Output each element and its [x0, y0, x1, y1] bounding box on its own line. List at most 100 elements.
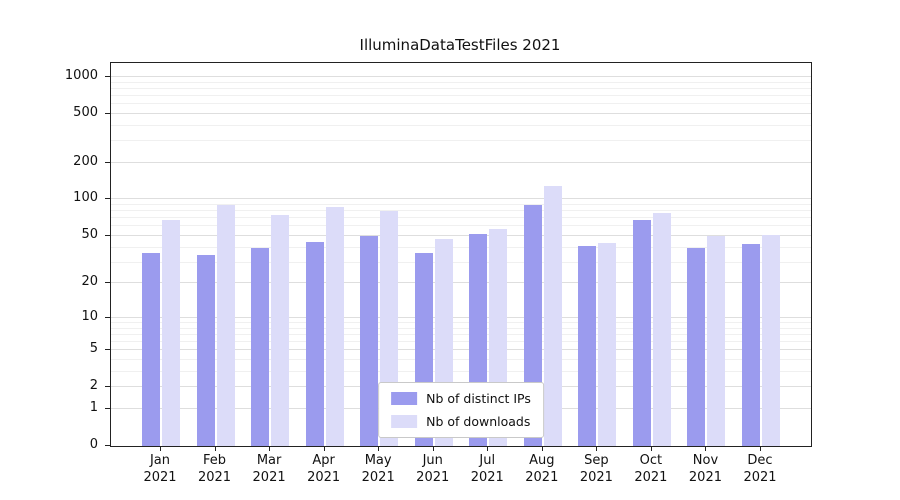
y-tick-mark	[105, 316, 110, 318]
minor-gridline	[111, 327, 811, 329]
x-tick-mark	[596, 446, 598, 451]
y-tick-label: 0	[89, 437, 98, 452]
x-tick-mark	[432, 446, 434, 451]
x-tick-label: Feb 2021	[197, 453, 232, 485]
x-tick-label: Oct 2021	[634, 453, 668, 485]
minor-gridline	[111, 225, 811, 227]
y-tick-mark	[105, 75, 110, 77]
y-tick-label: 200	[73, 153, 98, 169]
minor-gridline	[111, 322, 811, 323]
bar-distinct-ips	[360, 236, 379, 446]
x-tick-label: Jan 2021	[143, 453, 177, 485]
minor-gridline	[111, 87, 811, 89]
y-tick-label: 50	[81, 226, 98, 242]
legend: Nb of distinct IPs Nb of downloads	[378, 382, 544, 438]
major-gridline	[111, 112, 811, 114]
legend-item-downloads: Nb of downloads	[391, 414, 531, 429]
minor-gridline	[111, 246, 811, 248]
x-tick-label: Aug 2021	[525, 453, 559, 485]
x-tick-label: Apr 2021	[307, 453, 341, 485]
minor-gridline	[111, 359, 811, 361]
y-tick-mark	[105, 445, 110, 446]
x-tick-mark	[269, 446, 271, 451]
y-tick-label: 2	[89, 378, 98, 394]
major-gridline	[111, 198, 811, 200]
x-tick-mark	[160, 446, 161, 451]
bar-distinct-ips	[305, 241, 324, 446]
legend-swatch-distinct-ips	[391, 392, 418, 405]
minor-gridline	[111, 124, 811, 126]
minor-gridline	[111, 103, 811, 105]
bar-distinct-ips	[251, 247, 270, 446]
x-tick-mark	[650, 446, 652, 451]
bar-downloads	[216, 205, 235, 446]
minor-gridline	[111, 370, 811, 372]
bar-distinct-ips	[142, 253, 160, 446]
y-tick-label: 1000	[64, 67, 98, 83]
bar-downloads	[598, 242, 617, 446]
legend-label-downloads: Nb of downloads	[426, 414, 531, 429]
minor-gridline	[111, 261, 811, 263]
x-tick-label: Mar 2021	[252, 453, 286, 485]
minor-gridline	[111, 94, 811, 96]
y-tick-label: 5	[89, 341, 98, 357]
minor-gridline	[111, 81, 811, 83]
x-tick-mark	[487, 446, 489, 451]
minor-gridline	[111, 140, 811, 142]
x-tick-label: May 2021	[361, 453, 395, 485]
y-tick-mark	[105, 407, 110, 409]
bar-downloads	[271, 214, 290, 446]
major-gridline	[111, 234, 811, 236]
x-tick-mark	[214, 446, 216, 451]
bar-distinct-ips	[196, 254, 215, 446]
bar-downloads	[162, 219, 180, 446]
y-tick-label: 100	[73, 190, 98, 206]
x-tick-label: Nov 2021	[688, 453, 722, 485]
x-tick-mark	[760, 446, 761, 451]
x-tick-label: Jul 2021	[470, 453, 504, 485]
minor-gridline	[111, 217, 811, 219]
bar-distinct-ips	[578, 246, 597, 446]
y-tick-mark	[105, 112, 110, 114]
x-tick-mark	[541, 446, 543, 451]
bar-downloads	[325, 206, 344, 446]
x-tick-label: Sep 2021	[579, 453, 613, 485]
y-tick-mark	[105, 198, 110, 200]
plot-area: Nb of distinct IPs Nb of downloads	[110, 62, 812, 447]
major-gridline	[111, 161, 811, 163]
x-tick-label: Jun 2021	[416, 453, 450, 485]
bar-downloads	[707, 236, 726, 446]
y-tick-mark	[105, 386, 110, 388]
bar-distinct-ips	[742, 243, 760, 446]
minor-gridline	[111, 341, 811, 343]
x-tick-mark	[378, 446, 380, 451]
major-gridline	[111, 75, 811, 77]
bar-downloads	[762, 234, 780, 446]
legend-swatch-downloads	[391, 415, 418, 428]
x-tick-mark	[323, 446, 325, 451]
y-tick-label: 20	[81, 274, 98, 290]
minor-gridline	[111, 210, 811, 212]
y-tick-label: 10	[81, 308, 98, 324]
x-tick-label: Dec 2021	[743, 453, 777, 485]
legend-item-distinct-ips: Nb of distinct IPs	[391, 391, 531, 406]
minor-gridline	[111, 204, 811, 206]
y-tick-label: 1	[89, 399, 98, 415]
bar-distinct-ips	[687, 247, 706, 446]
chart-title: IlluminaDataTestFiles 2021	[359, 36, 561, 54]
y-tick-mark	[105, 282, 110, 284]
major-gridline	[111, 316, 811, 318]
bar-distinct-ips	[632, 219, 651, 446]
minor-gridline	[111, 333, 811, 335]
major-gridline	[111, 282, 811, 284]
y-tick-mark	[105, 234, 110, 236]
y-tick-label: 500	[73, 104, 98, 120]
y-tick-mark	[105, 161, 110, 163]
bar-downloads	[652, 212, 671, 446]
x-tick-mark	[705, 446, 707, 451]
y-tick-mark	[105, 349, 110, 351]
bar-downloads	[543, 185, 562, 446]
major-gridline	[111, 349, 811, 351]
legend-label-distinct-ips: Nb of distinct IPs	[426, 391, 531, 406]
